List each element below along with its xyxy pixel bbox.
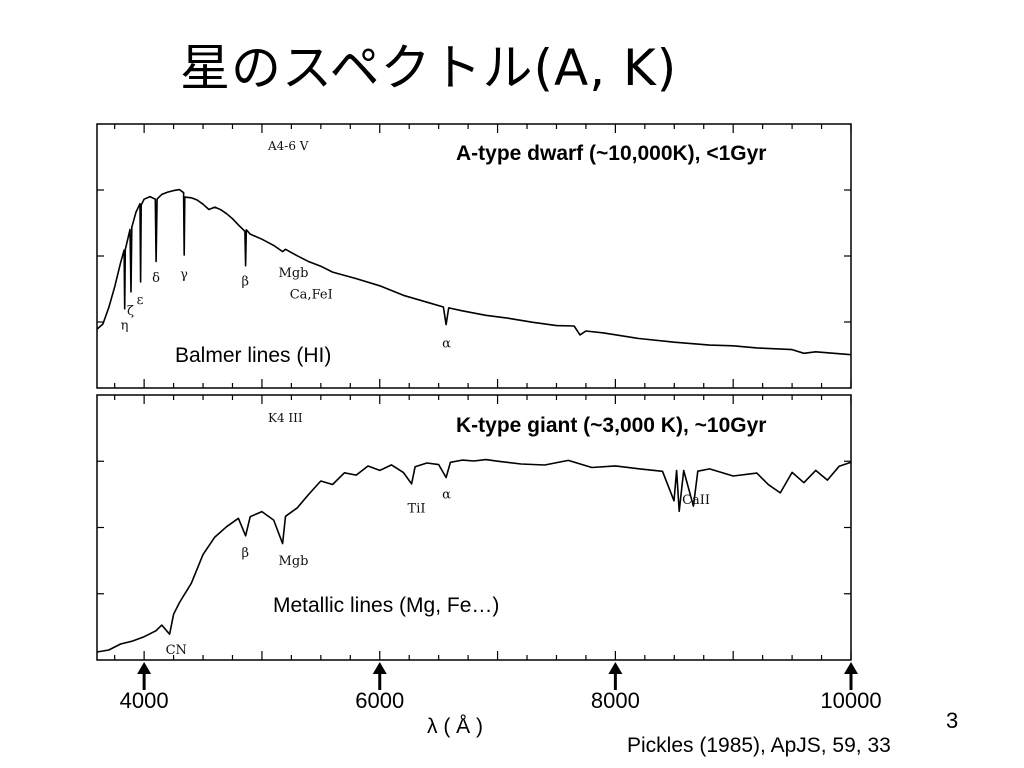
slide-title: 星のスペクトル(A, K) [180, 39, 678, 97]
x-tick-label: 4000 [120, 688, 169, 713]
line-label: TiI [408, 501, 426, 516]
x-tick-label: 6000 [355, 688, 404, 713]
line-label: α [442, 337, 451, 352]
line-label: β [242, 546, 250, 561]
line-label: Mgb [279, 554, 309, 569]
citation: Pickles (1985), ApJS, 59, 33 [627, 734, 891, 757]
top-plot-tag: A4-6 V [267, 139, 309, 153]
x-axis-label: λ ( Å ) [427, 715, 483, 738]
bottom-annotation: Metallic lines (Mg, Fe…) [273, 594, 499, 617]
bottom-plot-tag: K4 III [268, 411, 303, 425]
line-label: β [242, 275, 250, 290]
line-label: Ca,FeI [290, 287, 333, 302]
x-tick-label: 10000 [820, 688, 881, 713]
line-label: CaII [682, 493, 710, 508]
x-tick-arrow-head [372, 662, 387, 674]
line-label: ε [137, 293, 144, 308]
line-label: η [121, 318, 129, 333]
line-label: Mgb [279, 266, 309, 281]
x-tick-arrow-head [137, 662, 152, 674]
x-tick-label: 8000 [591, 688, 640, 713]
top-header: A-type dwarf (~10,000K), <1Gyr [456, 142, 766, 165]
line-label: δ [152, 271, 160, 286]
top-annotation: Balmer lines (HI) [175, 344, 331, 367]
spectrum-line-k [96, 458, 852, 653]
x-axis: λ ( Å ) 4000 6000 8000 10000 [120, 662, 882, 738]
spectrum-line-a [96, 188, 852, 356]
line-label: α [442, 487, 451, 502]
line-label: γ [180, 267, 188, 282]
page-number: 3 [946, 708, 959, 733]
line-label: CN [166, 643, 187, 658]
line-label: ζ [127, 304, 134, 319]
x-tick-arrow-head [608, 662, 623, 674]
panel-a-type: A4-6 V A-type dwarf (~10,000K), <1Gyr Ba… [96, 123, 852, 389]
x-tick-arrow-head [844, 662, 858, 674]
bottom-header: K-type giant (~3,000 K), ~10Gyr [456, 414, 766, 437]
panel-k-type: K4 III K-type giant (~3,000 K), ~10Gyr M… [96, 394, 852, 661]
